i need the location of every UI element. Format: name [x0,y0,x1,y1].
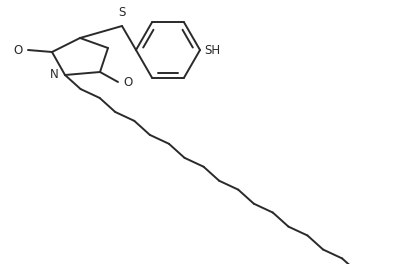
Text: S: S [119,6,126,19]
Text: SH: SH [204,44,220,56]
Text: O: O [123,76,132,88]
Text: N: N [50,68,59,82]
Text: O: O [14,44,23,56]
